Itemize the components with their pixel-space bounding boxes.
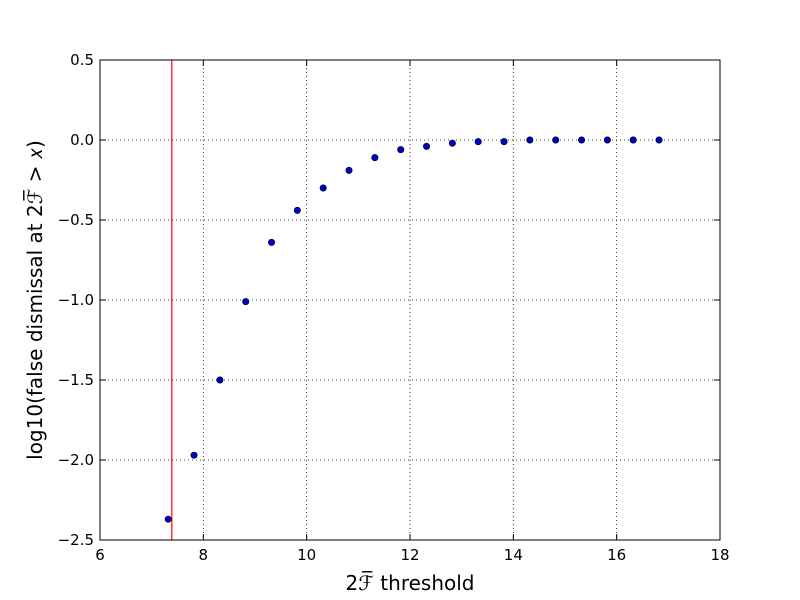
point <box>448 139 456 147</box>
point <box>423 142 431 150</box>
y-tick-label: −2.0 <box>58 451 94 469</box>
point <box>629 136 637 144</box>
point <box>552 136 560 144</box>
point <box>268 238 276 246</box>
x-tick-label: 10 <box>297 546 316 564</box>
x-tick-label: 16 <box>607 546 626 564</box>
x-tick-label: 8 <box>199 546 209 564</box>
y-tick-label: −1.5 <box>58 371 94 389</box>
point <box>345 166 353 174</box>
point <box>293 206 301 214</box>
y-tick-label: −2.5 <box>58 531 94 549</box>
point <box>655 136 663 144</box>
plot-frame <box>99 59 721 541</box>
x-axis-label: 2ℱ̅ threshold <box>346 570 475 595</box>
x-tick-label: 18 <box>710 546 729 564</box>
y-tick-label: 0.5 <box>70 51 94 69</box>
point <box>603 136 611 144</box>
x-tick-label: 12 <box>400 546 419 564</box>
point <box>397 146 405 154</box>
point <box>578 136 586 144</box>
y-axis-label: log10(false dismissal at 2ℱ̅ > 𝑥) <box>22 140 47 460</box>
point <box>190 451 198 459</box>
y-tick-label: −0.5 <box>58 211 94 229</box>
point <box>526 136 534 144</box>
x-tick-label: 14 <box>504 546 523 564</box>
point <box>371 154 379 162</box>
point <box>242 298 250 306</box>
point <box>474 138 482 146</box>
x-tick-label: 6 <box>95 546 105 564</box>
y-tick-label: 0.0 <box>70 131 94 149</box>
y-tick-label: −1.0 <box>58 291 94 309</box>
point <box>216 376 224 384</box>
point <box>164 515 172 523</box>
point <box>319 184 327 192</box>
point <box>500 138 508 146</box>
